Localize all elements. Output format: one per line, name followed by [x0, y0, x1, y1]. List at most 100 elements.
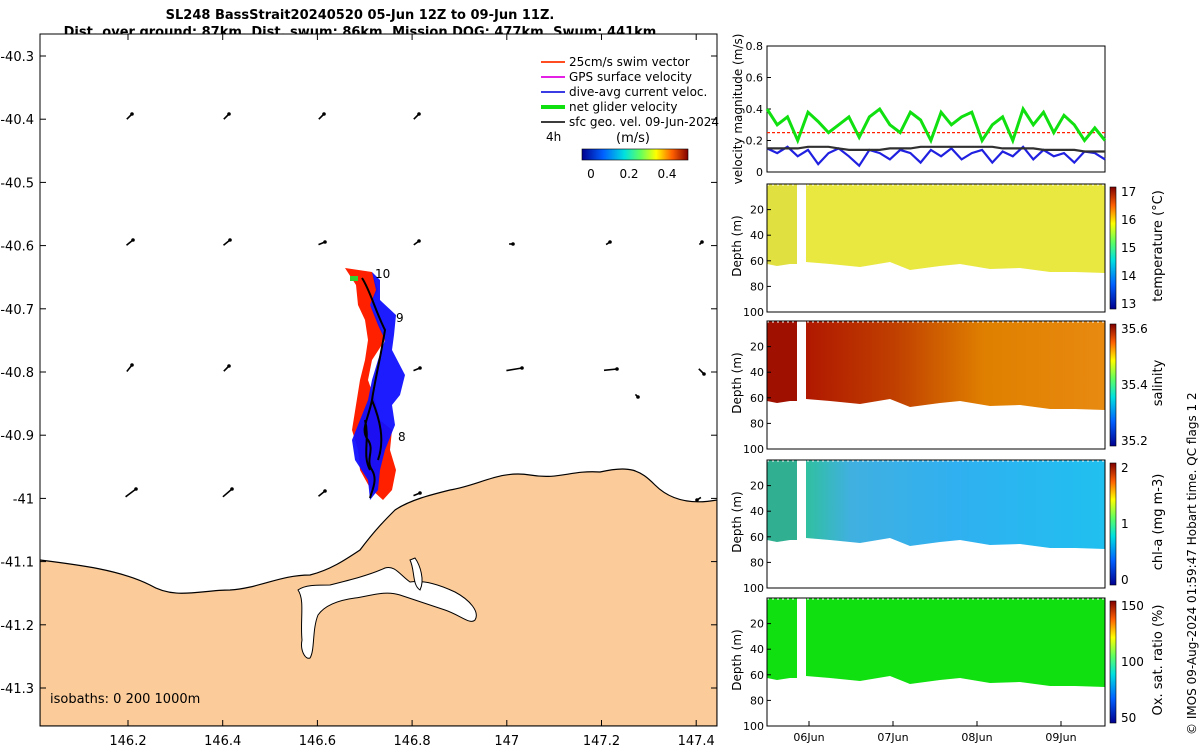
colorbar-tick-label: 16	[1121, 213, 1136, 227]
lat-tick-label: -40.9	[0, 429, 34, 444]
lon-tick-label: 146.8	[393, 734, 430, 749]
depth-axis-label: Depth (m)	[730, 629, 744, 690]
section-colorbar	[1109, 323, 1117, 447]
depth-section-panel: 20 40 60 80 100 Depth (m) 0 1 2 chl-a (mg m-3)	[730, 459, 1166, 595]
geo-velocity-arrowhead	[702, 372, 706, 376]
depth-tick-label: 80	[750, 417, 764, 430]
lat-tick-label: -40.7	[0, 303, 34, 318]
geo-velocity-arrowhead	[131, 238, 135, 242]
geo-velocity-arrowhead	[700, 240, 704, 244]
lat-tick-label: -40.8	[0, 366, 34, 381]
colorbar-label: Ox. sat. ratio (%)	[1151, 605, 1166, 716]
section-data-strip	[767, 321, 797, 403]
track-label-9: 9	[396, 311, 404, 325]
section-data-strip	[767, 460, 797, 542]
colorbar-label: temperature (°C)	[1151, 190, 1166, 302]
lat-tick-label: -40.6	[0, 240, 34, 255]
depth-tick-label: 20	[750, 480, 764, 493]
latitude-axis: -40.3 -40.4 -40.5 -40.6 -40.7 -40.8 -40.9 -41 -4…	[0, 50, 717, 697]
velocity-series-line	[765, 105, 1107, 145]
section-colorbar	[1109, 600, 1117, 724]
velocity-tick-label: 0.6	[746, 72, 764, 85]
geo-velocity-arrow	[125, 488, 137, 498]
tasmania-coastline	[40, 468, 717, 726]
depth-tick-label: 60	[750, 531, 764, 544]
depth-tick-label: 20	[750, 341, 764, 354]
geo-velocity-arrowhead	[520, 366, 524, 370]
legend-interval: 4h	[546, 130, 561, 144]
depth-tick-label: 80	[750, 694, 764, 707]
time-tick-label: 08Jun	[961, 731, 992, 744]
legend-label: 25cm/s swim vector	[569, 55, 690, 69]
velocity-tick-label: 0.2	[746, 135, 764, 148]
geo-velocity-arrowhead	[323, 240, 327, 244]
section-border	[766, 459, 1106, 589]
geo-velocity-arrowhead	[323, 489, 327, 493]
geo-velocity-arrow	[603, 368, 618, 372]
lon-tick-label: 146.6	[299, 734, 336, 749]
geo-velocity-arrowhead	[417, 112, 421, 116]
depth-axis-label: Depth (m)	[730, 491, 744, 552]
colorbar-tick-label: 50	[1121, 711, 1136, 725]
colorbar-tick-label: 13	[1121, 297, 1136, 311]
legend-label: dive-avg current veloc.	[569, 85, 707, 99]
geo-velocity-arrowhead	[230, 487, 234, 491]
geo-velocity-arrowhead	[511, 242, 515, 246]
depth-tick-label: 20	[750, 618, 764, 631]
depth-section-panel: 20 40 60 80 100 Depth (m) 13 14 15 16 17 temperatur…	[730, 183, 1166, 319]
depth-tick-label: 40	[750, 505, 764, 518]
section-data-field	[806, 321, 1105, 410]
colorbar-title: (m/s)	[616, 131, 650, 146]
lat-tick-label: -41	[13, 492, 34, 507]
depth-tick-label: 40	[750, 643, 764, 656]
legend-label: sfc geo. vel. 09-Jun-2024	[569, 115, 719, 129]
track-label-8: 8	[398, 430, 406, 444]
section-border	[766, 597, 1106, 727]
velocity-series	[765, 105, 1107, 168]
section-colorbar	[1109, 186, 1117, 310]
depth-axis-label: Depth (m)	[730, 215, 744, 276]
plot-title-line1: SL248 BassStrait20240520 05-Jun 12Z to 0…	[165, 8, 555, 23]
section-colorbar	[1109, 462, 1117, 586]
geo-velocity-arrowhead	[418, 366, 422, 370]
depth-tick-label: 40	[750, 366, 764, 379]
legend-label: net glider velocity	[569, 100, 677, 114]
glider-track-blue-band	[352, 272, 405, 500]
footer-credit: © IMOS 09-Aug-2024 01:59:47 Hobart time.…	[1185, 392, 1199, 735]
geo-velocity-arrowhead	[227, 364, 231, 368]
geo-velocity-arrowhead	[130, 112, 134, 116]
time-tick-label: 07Jun	[877, 731, 908, 744]
section-data-field	[806, 460, 1105, 549]
depth-tick-label: 100	[743, 720, 764, 733]
geo-velocity-arrowhead	[636, 395, 640, 399]
geo-velocity-arrow	[222, 488, 233, 498]
velocity-ylabel: velocity magnitude (m/s)	[731, 34, 745, 185]
colorbar-tick-label: 150	[1121, 599, 1144, 613]
section-data-strip	[767, 184, 797, 266]
section-data-field	[806, 598, 1105, 687]
depth-tick-label: 100	[743, 306, 764, 319]
colorbar-tick-label: 0	[1121, 573, 1129, 587]
colorbar-tick-label: 35.4	[1121, 378, 1148, 392]
geo-velocity-arrowhead	[322, 112, 326, 116]
depth-tick-label: 60	[750, 255, 764, 268]
speed-colorbar	[581, 148, 689, 161]
depth-section-panel: 20 40 60 80 100 Depth (m) 50 100 150 Ox. sat. rat…	[730, 597, 1166, 733]
lat-tick-label: -40.3	[0, 50, 34, 65]
geo-velocity-arrow	[506, 367, 523, 372]
depth-tick-label: 60	[750, 669, 764, 682]
geo-velocity-arrowhead	[228, 238, 232, 242]
river-inlet	[409, 557, 423, 591]
depth-tick-label: 80	[750, 556, 764, 569]
section-border	[766, 320, 1106, 450]
track-label-10: 10	[375, 267, 390, 281]
velocity-series-line	[767, 145, 1105, 153]
time-axis: 06Jun 07Jun 08Jun 09Jun	[793, 721, 1077, 744]
velocity-tick-label: 0	[756, 166, 763, 179]
legend-label: GPS surface velocity	[569, 70, 692, 84]
geo-velocity-arrowhead	[418, 491, 422, 495]
geo-velocity-arrowhead	[134, 487, 138, 491]
colorbar-tick-label: 35.6	[1121, 322, 1148, 336]
